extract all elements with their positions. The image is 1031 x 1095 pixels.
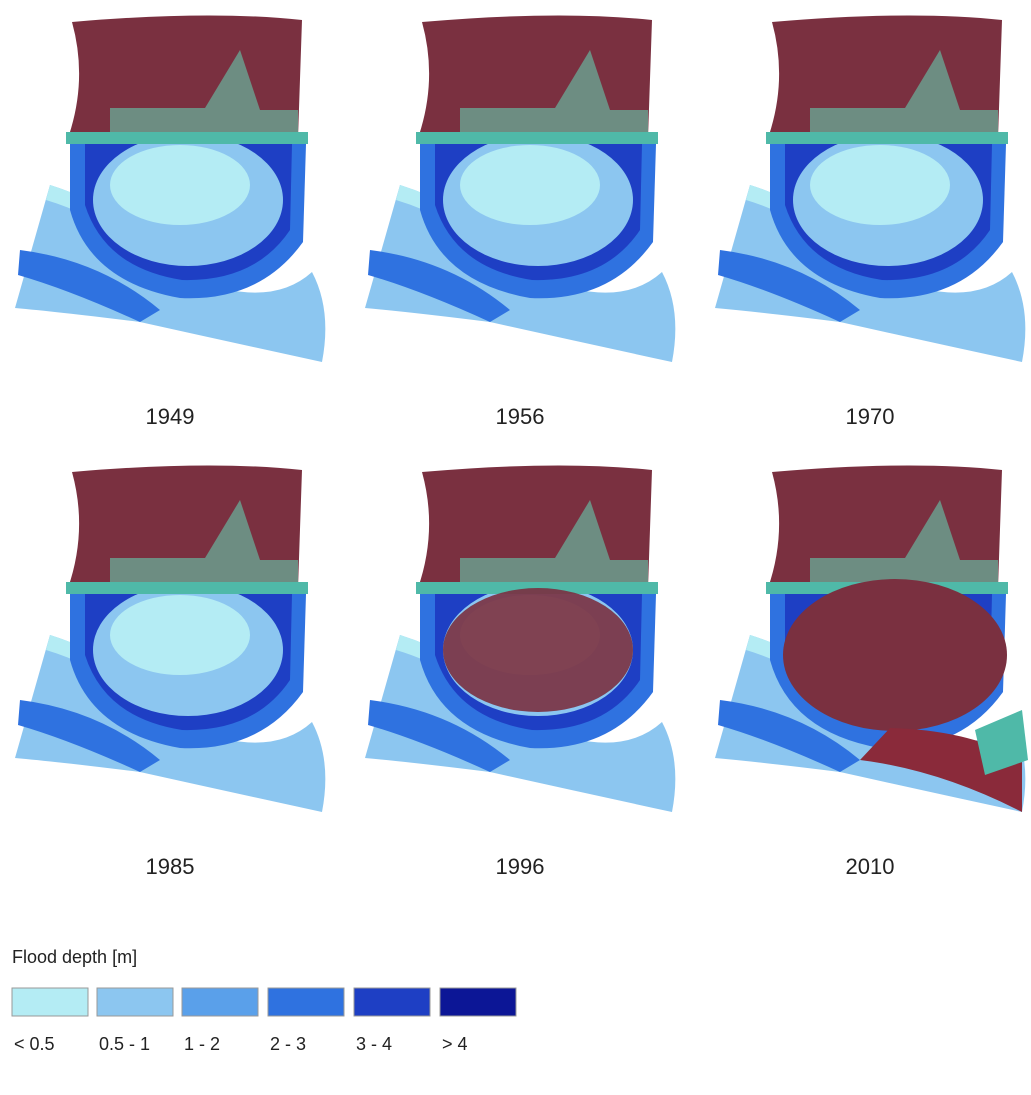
legend-title: Flood depth [m]: [12, 947, 137, 967]
panel-label: 1996: [496, 854, 545, 879]
legend-swatch: [354, 988, 430, 1016]
legend-swatch: [440, 988, 516, 1016]
legend-label: 3 - 4: [356, 1034, 392, 1054]
legend-swatch: [97, 988, 173, 1016]
map-panel: 1970: [715, 15, 1025, 428]
map-panel: 1949: [15, 15, 325, 428]
legend: < 0.5 0.5 - 1 1 - 2 2 - 3 3 - 4 > 4: [12, 988, 516, 1054]
panel-label: 1970: [846, 404, 895, 429]
legend-label: 0.5 - 1: [99, 1034, 150, 1054]
legend-swatch: [182, 988, 258, 1016]
map-panel: 1985: [15, 465, 325, 878]
legend-label: < 0.5: [14, 1034, 55, 1054]
legend-label: 2 - 3: [270, 1034, 306, 1054]
map-panel: 1996: [365, 465, 675, 878]
panel-label: 1956: [496, 404, 545, 429]
map-panel: 1956: [365, 15, 675, 428]
legend-label: > 4: [442, 1034, 468, 1054]
panel-label: 2010: [846, 854, 895, 879]
map-panel: 2010: [715, 465, 1028, 878]
figure: 1949 1956 1970 1985 1996 2010 Flood dept…: [0, 0, 1031, 1095]
legend-label: 1 - 2: [184, 1034, 220, 1054]
legend-swatch: [12, 988, 88, 1016]
panel-label: 1949: [146, 404, 195, 429]
legend-swatch: [268, 988, 344, 1016]
panel-label: 1985: [146, 854, 195, 879]
